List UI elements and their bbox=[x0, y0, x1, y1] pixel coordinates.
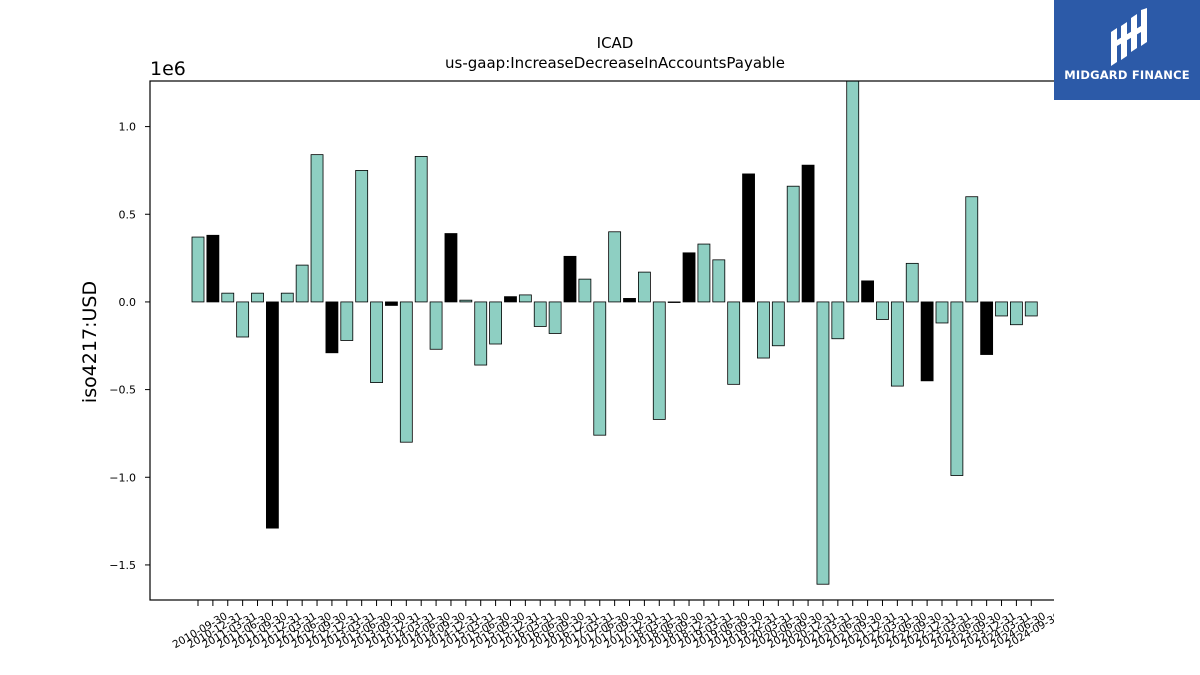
bar-2016-09-30 bbox=[548, 301, 562, 334]
bar-2012-12-31 bbox=[325, 301, 339, 354]
bars bbox=[191, 80, 1038, 585]
bar-2021-09-30 bbox=[846, 80, 860, 303]
bar-2011-12-31 bbox=[265, 301, 279, 529]
bar-2014-06-30 bbox=[414, 155, 428, 303]
bar-2013-03-31 bbox=[340, 301, 354, 341]
bar-2012-09-30 bbox=[310, 154, 324, 303]
bar-2023-09-30 bbox=[965, 196, 979, 303]
bar-2015-06-30 bbox=[474, 301, 488, 366]
bar-chart: ICAD us-gaap:IncreaseDecreaseInAccountsP… bbox=[79, 34, 1054, 651]
bar-2013-12-31 bbox=[385, 301, 398, 306]
midgard-logo-icon bbox=[1111, 8, 1147, 66]
bar-2021-03-31 bbox=[816, 301, 830, 585]
bar-2015-12-31 bbox=[504, 296, 517, 303]
bar-2019-12-31 bbox=[742, 173, 755, 303]
y-tick-label: 0.0 bbox=[119, 296, 137, 309]
y-tick-label: 1.0 bbox=[119, 121, 137, 134]
bar-2012-03-31 bbox=[280, 292, 294, 303]
bar-2024-03-31 bbox=[995, 301, 1008, 317]
midgard-finance-logo: MIDGARD FINANCE bbox=[1054, 0, 1200, 100]
bar-2018-09-30 bbox=[667, 301, 681, 303]
x-axis: 2010-09-302010-12-312011-03-312011-06-30… bbox=[171, 600, 1054, 651]
logo-text: MIDGARD FINANCE bbox=[1064, 68, 1190, 82]
bar-2022-03-31 bbox=[876, 301, 889, 320]
bar-2023-03-31 bbox=[935, 301, 949, 324]
bar-2016-03-31 bbox=[518, 294, 532, 303]
plot-frame bbox=[149, 80, 1054, 601]
bar-2018-03-31 bbox=[638, 271, 651, 303]
bar-2021-06-30 bbox=[831, 301, 845, 340]
bar-2023-06-30 bbox=[950, 301, 964, 476]
bar-2011-03-31 bbox=[221, 292, 235, 303]
bar-2010-09-30 bbox=[191, 236, 205, 303]
bar-2018-12-31 bbox=[682, 252, 696, 303]
bar-2019-09-30 bbox=[727, 301, 741, 385]
bar-2014-12-31 bbox=[444, 233, 458, 303]
bar-2014-03-31 bbox=[399, 301, 413, 443]
y-axis: −1.5 −1.0 −0.5 0.0 0.5 1.0 bbox=[109, 121, 150, 572]
bar-2016-06-30 bbox=[533, 301, 547, 327]
bar-2013-06-30 bbox=[355, 170, 369, 303]
chart-subtitle: us-gaap:IncreaseDecreaseInAccountsPayabl… bbox=[445, 54, 785, 72]
bar-2013-09-30 bbox=[370, 301, 383, 383]
chart-title: ICAD bbox=[597, 34, 634, 52]
bar-2011-06-30 bbox=[236, 301, 250, 338]
bar-2018-06-30 bbox=[652, 301, 666, 420]
bar-2017-09-30 bbox=[608, 231, 622, 303]
y-axis-label: iso4217:USD bbox=[79, 281, 101, 403]
bar-2017-06-30 bbox=[593, 301, 607, 436]
bar-2014-09-30 bbox=[429, 301, 443, 350]
y-tick-label: −1.5 bbox=[109, 559, 136, 572]
bar-2010-12-31 bbox=[206, 234, 220, 303]
bar-2015-03-31 bbox=[459, 299, 473, 303]
y-tick-label: −0.5 bbox=[109, 384, 136, 397]
bar-2017-12-31 bbox=[623, 298, 636, 303]
y-tick-label: 0.5 bbox=[119, 208, 137, 221]
bar-2023-12-31 bbox=[980, 301, 994, 355]
bar-2015-09-30 bbox=[489, 301, 503, 345]
bar-2016-12-31 bbox=[563, 255, 577, 303]
bar-2022-09-30 bbox=[905, 262, 919, 303]
bar-2019-03-31 bbox=[697, 243, 711, 303]
y-tick-label: −1.0 bbox=[109, 471, 136, 484]
bar-2021-12-31 bbox=[861, 280, 874, 303]
bar-2020-12-31 bbox=[801, 164, 815, 303]
y-offset-label: 1e6 bbox=[150, 58, 186, 80]
bar-2024-06-30 bbox=[1010, 301, 1023, 326]
bar-2017-03-31 bbox=[578, 278, 592, 303]
bar-2019-06-30 bbox=[712, 259, 726, 303]
bar-2020-06-30 bbox=[771, 301, 785, 347]
bar-2022-06-30 bbox=[890, 301, 904, 387]
bar-2024-09-30 bbox=[1024, 301, 1038, 317]
bar-2012-06-30 bbox=[295, 264, 309, 303]
bar-2020-03-31 bbox=[757, 301, 770, 359]
bar-2022-12-31 bbox=[920, 301, 934, 382]
bar-2020-09-30 bbox=[786, 185, 800, 303]
bar-2011-09-30 bbox=[251, 292, 264, 303]
